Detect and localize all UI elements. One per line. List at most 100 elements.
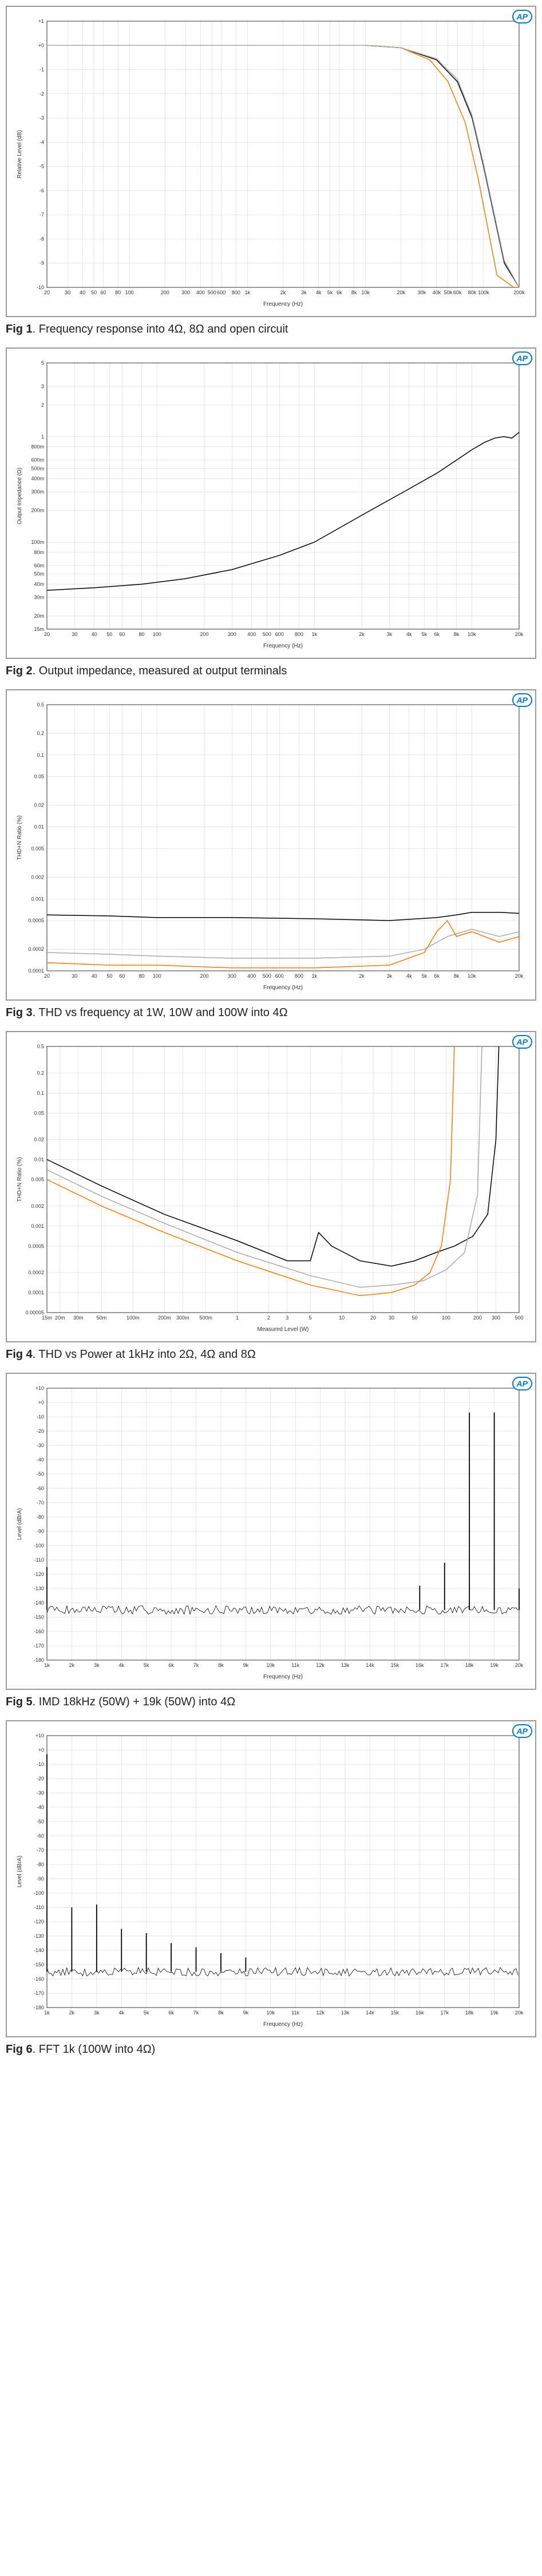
figure-fig6: AP1k2k3k4k5k6k7k8k9k10k11k12k13k14k15k16…	[6, 1720, 536, 2056]
svg-text:-80: -80	[37, 1514, 44, 1520]
svg-text:500: 500	[208, 290, 216, 295]
svg-text:6k: 6k	[434, 631, 440, 637]
svg-text:30: 30	[72, 973, 77, 979]
svg-text:80k: 80k	[468, 290, 477, 295]
svg-text:60: 60	[119, 973, 125, 979]
svg-text:-130: -130	[34, 1933, 44, 1939]
figure-caption: Fig 6. FFT 1k (100W into 4Ω)	[6, 2043, 536, 2056]
svg-text:500: 500	[263, 631, 271, 637]
svg-text:200: 200	[473, 1315, 482, 1321]
svg-text:12k: 12k	[316, 1662, 325, 1668]
svg-text:800: 800	[295, 631, 303, 637]
svg-text:0.0005: 0.0005	[28, 1243, 44, 1249]
figure-number: Fig 2	[6, 665, 33, 677]
svg-text:1k: 1k	[44, 2010, 50, 2016]
svg-text:100: 100	[153, 973, 161, 979]
figure-title: . FFT 1k (100W into 4Ω)	[33, 2043, 156, 2056]
svg-text:1k: 1k	[44, 1662, 50, 1668]
svg-text:Level (dBrA): Level (dBrA)	[17, 1508, 23, 1540]
svg-text:2k: 2k	[69, 1662, 75, 1668]
svg-text:17k: 17k	[440, 2010, 449, 2016]
svg-text:80: 80	[139, 973, 145, 979]
chart-box: AP2030405060801002003004005006008001k2k3…	[6, 6, 536, 317]
svg-text:+10: +10	[35, 1733, 44, 1739]
figure-caption: Fig 2. Output impedance, measured at out…	[6, 665, 536, 678]
svg-text:-5: -5	[39, 164, 44, 169]
svg-text:3: 3	[286, 1315, 288, 1321]
svg-text:-180: -180	[34, 1657, 44, 1663]
svg-text:15m: 15m	[34, 626, 44, 632]
svg-text:20: 20	[44, 973, 50, 979]
svg-text:20k: 20k	[515, 1662, 524, 1668]
svg-text:5k: 5k	[327, 290, 333, 295]
svg-text:600: 600	[275, 973, 284, 979]
chart-svg: 2030405060801002003004005006008001k2k3k4…	[13, 354, 528, 652]
svg-text:30: 30	[72, 631, 77, 637]
svg-text:5k: 5k	[144, 2010, 149, 2016]
svg-text:0.01: 0.01	[34, 1157, 44, 1163]
svg-text:14k: 14k	[366, 1662, 374, 1668]
svg-text:2k: 2k	[69, 2010, 75, 2016]
svg-text:11k: 11k	[291, 2010, 299, 2016]
svg-text:400m: 400m	[31, 476, 44, 481]
svg-text:Frequency (Hz): Frequency (Hz)	[263, 643, 303, 649]
svg-text:60m: 60m	[34, 563, 44, 568]
svg-text:80m: 80m	[34, 550, 44, 555]
svg-text:3k: 3k	[387, 973, 393, 979]
svg-text:60: 60	[119, 631, 125, 637]
svg-text:19k: 19k	[490, 2010, 499, 2016]
figure-title: . THD vs frequency at 1W, 10W and 100W i…	[33, 1006, 288, 1019]
svg-text:-7: -7	[39, 212, 44, 218]
figure-number: Fig 4	[6, 1348, 33, 1361]
ap-logo: AP	[512, 1724, 532, 1738]
svg-text:Frequency (Hz): Frequency (Hz)	[263, 1674, 303, 1680]
svg-text:1: 1	[41, 434, 44, 440]
svg-text:20m: 20m	[34, 613, 44, 619]
svg-text:0.0002: 0.0002	[28, 946, 44, 952]
svg-text:-40: -40	[37, 1457, 44, 1463]
svg-text:10k: 10k	[267, 1662, 275, 1668]
svg-text:10k: 10k	[468, 631, 476, 637]
chart-svg: 1k2k3k4k5k6k7k8k9k10k11k12k13k14k15k16k1…	[13, 1380, 528, 1683]
svg-text:-10: -10	[37, 1414, 44, 1420]
svg-text:500m: 500m	[200, 1315, 213, 1321]
svg-text:3k: 3k	[387, 631, 393, 637]
svg-text:15m: 15m	[42, 1315, 52, 1321]
svg-text:3k: 3k	[94, 2010, 100, 2016]
svg-text:4k: 4k	[316, 290, 322, 295]
figure-caption: Fig 1. Frequency response into 4Ω, 8Ω an…	[6, 323, 536, 336]
svg-text:0.2: 0.2	[37, 730, 44, 736]
svg-text:3k: 3k	[301, 290, 307, 295]
svg-text:500: 500	[263, 973, 271, 979]
svg-text:0.01: 0.01	[34, 824, 44, 830]
svg-text:12k: 12k	[316, 2010, 325, 2016]
figure-title: . THD vs Power at 1kHz into 2Ω, 4Ω and 8…	[33, 1348, 256, 1361]
svg-text:16k: 16k	[416, 1662, 424, 1668]
svg-text:13k: 13k	[341, 1662, 350, 1668]
svg-text:100: 100	[125, 290, 134, 295]
svg-text:5k: 5k	[144, 1662, 149, 1668]
svg-text:20k: 20k	[397, 290, 405, 295]
svg-text:16k: 16k	[416, 2010, 424, 2016]
svg-text:15k: 15k	[391, 2010, 399, 2016]
svg-text:100k: 100k	[478, 290, 489, 295]
svg-text:0.02: 0.02	[34, 803, 44, 808]
svg-text:Output Impedance (Ω): Output Impedance (Ω)	[17, 468, 23, 524]
svg-text:Level (dBrA): Level (dBrA)	[17, 1856, 23, 1888]
svg-text:20: 20	[44, 631, 50, 637]
figure-title: . IMD 18kHz (50W) + 19k (50W) into 4Ω	[33, 1696, 236, 1708]
svg-text:20k: 20k	[515, 2010, 524, 2016]
svg-text:-70: -70	[37, 1847, 44, 1853]
ap-logo: AP	[512, 10, 532, 23]
ap-logo: AP	[512, 1377, 532, 1390]
svg-text:6k: 6k	[337, 290, 342, 295]
svg-text:5k: 5k	[422, 973, 428, 979]
svg-text:-30: -30	[37, 1443, 44, 1448]
svg-text:0.05: 0.05	[34, 1110, 44, 1116]
svg-text:400: 400	[196, 290, 205, 295]
svg-text:18k: 18k	[465, 1662, 474, 1668]
chart-box: AP1k2k3k4k5k6k7k8k9k10k11k12k13k14k15k16…	[6, 1720, 536, 2037]
svg-text:20: 20	[370, 1315, 376, 1321]
svg-text:10k: 10k	[267, 2010, 275, 2016]
svg-text:-110: -110	[34, 1557, 44, 1563]
